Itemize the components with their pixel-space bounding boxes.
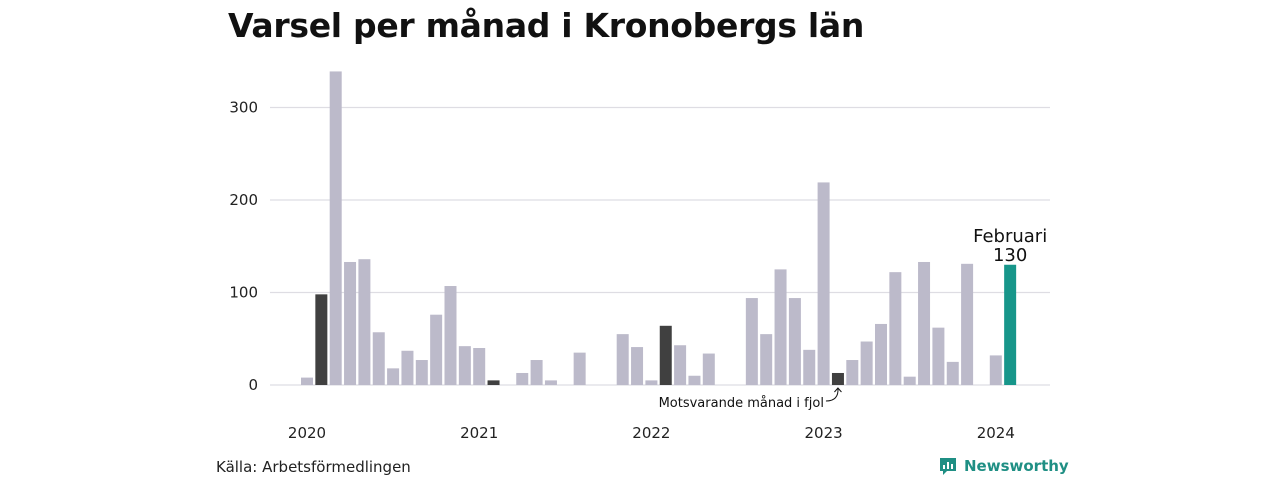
y-tick-label: 0: [248, 376, 258, 394]
bar: [846, 360, 859, 385]
bar: [645, 380, 658, 386]
bar: [344, 261, 357, 386]
y-tick-label: 100: [229, 284, 258, 302]
bar: [788, 298, 801, 385]
x-year-label: 2020: [288, 424, 326, 442]
annotation-group: Motsvarande månad i fjol: [659, 387, 842, 411]
highlight-value-label: 130: [993, 245, 1027, 266]
bar: [530, 360, 543, 385]
bar: [329, 71, 342, 386]
bar: [487, 380, 500, 386]
bar: [674, 345, 687, 385]
chart-title: Varsel per månad i Kronobergs län: [228, 6, 865, 45]
bar: [473, 348, 486, 385]
annotation-text: Motsvarande månad i fjol: [659, 396, 824, 411]
bar: [616, 334, 629, 386]
bar: [401, 350, 414, 385]
bar: [659, 325, 672, 385]
highlight-month-label: Februari: [973, 226, 1047, 247]
bar: [903, 376, 916, 386]
bar: [688, 375, 701, 385]
source-note: Källa: Arbetsförmedlingen: [216, 458, 411, 476]
bar: [946, 361, 959, 386]
bar: [860, 341, 873, 385]
bar: [631, 347, 644, 385]
bar: [358, 259, 371, 385]
bar: [803, 349, 816, 385]
brand-name: Newsworthy: [964, 457, 1069, 475]
x-year-label: 2024: [977, 424, 1015, 442]
bar: [444, 286, 457, 385]
x-year-label: 2021: [460, 424, 498, 442]
bar: [372, 332, 385, 385]
bar: [961, 263, 974, 385]
bar: [315, 294, 328, 385]
bar: [387, 368, 400, 385]
bar: [932, 327, 945, 385]
bar: [831, 372, 844, 386]
y-tick-label: 200: [229, 191, 258, 209]
bar: [989, 355, 1002, 385]
annotation-arrow: [825, 387, 839, 402]
bar: [516, 372, 529, 386]
bar: [760, 334, 773, 386]
bar: [918, 261, 931, 386]
bar: [301, 377, 313, 385]
y-axis-ticks: 0 100 200 300: [229, 99, 258, 395]
x-year-label: 2023: [805, 424, 843, 442]
bar: [889, 272, 902, 385]
bar: [430, 314, 443, 385]
x-axis-year-labels: 2020 2021 2022 2023 2024: [288, 424, 1015, 442]
bars: [301, 71, 1017, 386]
x-year-label: 2022: [632, 424, 670, 442]
newsworthy-logo-icon: [940, 458, 956, 475]
brand-logo: Newsworthy: [938, 456, 1069, 476]
bar: [544, 380, 557, 386]
bar: [1004, 264, 1017, 385]
bar: [817, 182, 830, 385]
bar: [875, 323, 887, 385]
bar: [745, 298, 758, 385]
bar: [415, 360, 428, 385]
y-tick-label: 300: [229, 99, 258, 117]
annotation-arrowhead: [834, 387, 842, 393]
bar: [458, 346, 471, 385]
bar: [702, 353, 715, 385]
highlight-label-group: Februari 130: [973, 226, 1047, 266]
bar: [573, 352, 586, 386]
bar: [774, 269, 787, 386]
